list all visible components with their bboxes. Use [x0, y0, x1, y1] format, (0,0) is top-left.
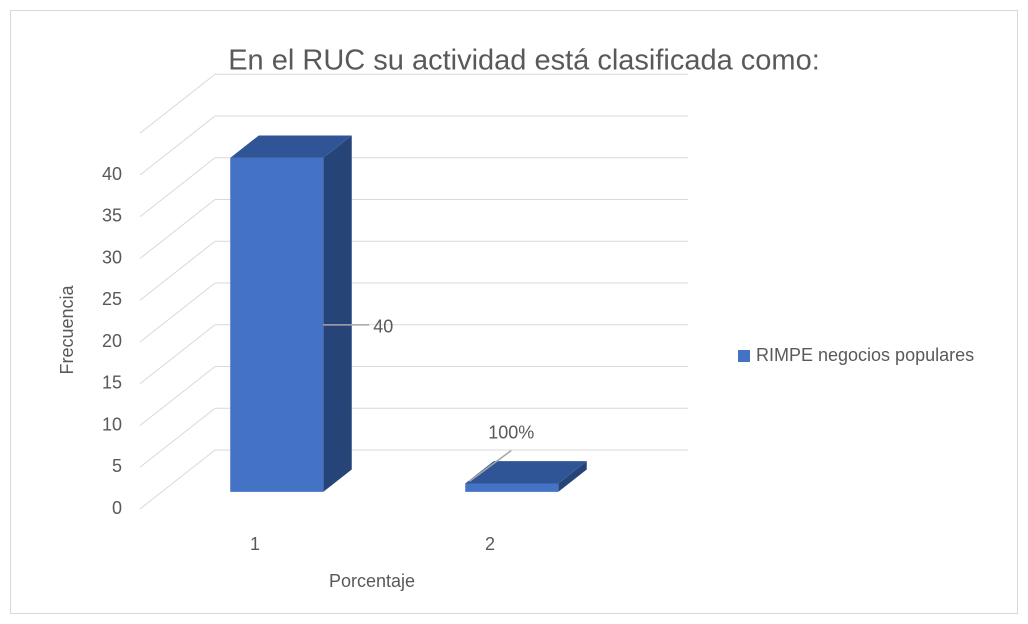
grid-diagonal: [139, 449, 216, 510]
grid-diagonal: [139, 282, 216, 343]
data-label: 40: [373, 317, 393, 337]
y-tick-label: 25: [102, 289, 122, 309]
y-tick-label: 20: [102, 331, 122, 351]
grid-diagonal: [139, 199, 216, 259]
grid-diagonal: [139, 324, 216, 385]
grid-diagonal: [139, 157, 216, 218]
y-tick-label: 30: [102, 247, 122, 267]
chart-title: En el RUC su actividad está clasificada …: [228, 45, 820, 77]
grid-diagonal: [139, 73, 216, 134]
x-axis-label: Porcentaje: [329, 571, 415, 591]
x-tick-label: 2: [485, 534, 495, 554]
bar-side: [323, 135, 352, 492]
y-tick-label: 10: [102, 414, 122, 434]
label-leader: [468, 449, 512, 483]
bar-top: [230, 135, 352, 158]
bar-top: [465, 461, 587, 484]
grid-diagonal: [139, 407, 216, 468]
y-tick-label: 15: [102, 373, 122, 393]
grid-diagonal: [139, 240, 216, 301]
data-label: 100%: [488, 422, 534, 442]
legend-swatch: [738, 350, 750, 362]
y-tick-label: 40: [102, 164, 122, 184]
grid-diagonal: [139, 115, 216, 176]
y-axis-label: Frecuencia: [57, 284, 77, 374]
y-tick-label: 0: [112, 498, 122, 518]
chart-frame: [10, 10, 1018, 614]
y-tick-label: 5: [112, 456, 122, 476]
x-tick-label: 1: [250, 534, 260, 554]
bar-side: [558, 461, 587, 492]
bar-front: [465, 483, 559, 492]
bar-front: [230, 157, 324, 492]
grid-diagonal: [139, 366, 216, 426]
y-tick-label: 35: [102, 206, 122, 226]
legend-label: RIMPE negocios populares: [756, 345, 974, 365]
